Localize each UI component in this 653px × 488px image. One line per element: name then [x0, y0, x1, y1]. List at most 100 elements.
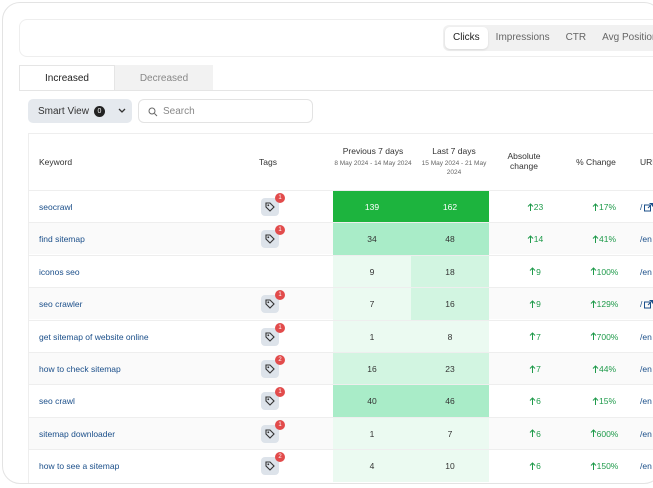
absolute-change: 6: [515, 385, 555, 417]
absolute-value: 14: [533, 234, 544, 245]
header-label: Last 7 days: [432, 146, 476, 156]
keyword[interactable]: seo crawler: [39, 299, 83, 310]
tag-icon: [265, 461, 275, 471]
tag-count: 1: [275, 419, 285, 430]
percent-change: 44%: [584, 353, 624, 385]
tag-count: 2: [275, 452, 285, 463]
up-arrow: [592, 235, 599, 243]
up-arrow: [529, 332, 536, 341]
url-text: /en: [640, 461, 652, 472]
header[interactable]: Keyword: [39, 157, 73, 167]
header[interactable]: % Change: [576, 157, 616, 167]
chevron: [118, 108, 126, 113]
tag-count: 2: [275, 355, 285, 365]
keyword[interactable]: how to check sitemap: [39, 364, 121, 374]
table-row: get sitemap of website online 1 1 8 7 700%/en: [29, 319, 653, 353]
tab[interactable]: Impressions: [495, 32, 550, 43]
tab[interactable]: Clicks: [445, 27, 488, 49]
header-range: 8 May 2024 - 14 May 2024: [334, 160, 412, 167]
header[interactable]: Last 7 days 15 May 2024 - 21 May 2024: [415, 146, 493, 177]
keyword[interactable]: get sitemap of website online: [39, 331, 149, 342]
tag-icon: [265, 364, 275, 374]
percent-value: 41%: [598, 234, 616, 245]
percent-change: 150%: [584, 450, 624, 482]
url-text: /en: [640, 364, 652, 374]
tag-button[interactable]: 2: [261, 355, 285, 378]
tab[interactable]: Avg Position: [602, 32, 653, 43]
table: Keyword Tags Previous 7 days 8 May 2024 -…: [28, 133, 653, 483]
percent-value: 700%: [596, 331, 619, 342]
absolute-value: 6: [536, 396, 541, 407]
divider: [19, 90, 653, 91]
percent-change: 41%: [584, 223, 624, 255]
tag-icon: [265, 234, 275, 245]
percent-change: 129%: [584, 288, 624, 320]
subtab[interactable]: Decreased: [115, 65, 213, 91]
up-arrow: [529, 299, 536, 308]
absolute-value: 9: [536, 299, 541, 310]
header-range: 15 May 2024 - 21 May 2024: [421, 160, 487, 176]
url[interactable]: /en: [640, 418, 652, 450]
header[interactable]: Tags: [259, 157, 277, 167]
percent-change: 17%: [584, 191, 624, 223]
percent-change: 15%: [584, 385, 624, 417]
url[interactable]: /en: [640, 353, 652, 385]
url[interactable]: /: [640, 191, 653, 223]
smart-view[interactable]: Smart View 0: [28, 99, 132, 123]
url[interactable]: /: [640, 288, 653, 320]
absolute-change: 7: [515, 353, 555, 385]
up-arrow: [592, 364, 599, 373]
count-cell: 40: [333, 385, 411, 418]
tag-button[interactable]: 2: [261, 452, 285, 476]
tag-icon: [265, 332, 275, 342]
count-cell: 23: [411, 353, 489, 385]
tag-button[interactable]: 1: [261, 290, 285, 314]
header[interactable]: URL: [640, 157, 653, 167]
smart-view-label: Smart View: [38, 105, 89, 117]
tag-count: 1: [275, 322, 285, 333]
tag-button[interactable]: 1: [261, 322, 285, 346]
url[interactable]: /en: [640, 450, 652, 482]
up-arrow: [529, 364, 536, 373]
tag-count: 1: [275, 387, 285, 398]
url[interactable]: /en: [640, 321, 652, 353]
subtab[interactable]: Increased: [19, 65, 115, 91]
keyword[interactable]: seo crawl: [39, 396, 75, 407]
percent-value: 600%: [596, 428, 619, 439]
up-arrow: [529, 429, 536, 438]
count-cell: 162: [411, 191, 489, 223]
percent-value: 129%: [596, 299, 619, 310]
tag-button[interactable]: 1: [261, 419, 285, 443]
url-text: /en: [640, 266, 652, 277]
tag-button[interactable]: 1: [261, 193, 285, 216]
url[interactable]: /en: [640, 256, 652, 288]
header[interactable]: Absolute change: [507, 151, 541, 171]
up-arrow: [527, 235, 534, 243]
count-cell: 7: [333, 288, 411, 321]
keyword[interactable]: sitemap downloader: [39, 428, 116, 439]
search-box[interactable]: Search: [138, 99, 313, 123]
url[interactable]: /en: [640, 223, 652, 255]
keyword[interactable]: find sitemap: [39, 234, 85, 245]
absolute-value: 6: [536, 428, 541, 439]
up-arrow: [529, 397, 536, 405]
up-arrow: [590, 461, 596, 470]
keyword[interactable]: iconos seo: [39, 266, 80, 277]
tab[interactable]: CTR: [565, 32, 587, 43]
table-row: seo crawl 1 40 46 6 15% /en: [29, 384, 653, 418]
absolute-change: 6: [515, 450, 555, 482]
table-row: seocrawl 1 139 162 23 17% /: [29, 190, 653, 223]
keyword[interactable]: how to see a sitemap: [39, 461, 120, 472]
percent-value: 100%: [596, 266, 619, 277]
up-arrow: [590, 332, 596, 341]
tag-button[interactable]: 1: [261, 387, 285, 411]
absolute-value: 23: [533, 202, 544, 212]
tag-button[interactable]: 1: [261, 225, 285, 249]
absolute-change: 23: [515, 191, 555, 223]
percent-change: 600%: [584, 418, 624, 450]
up-arrow: [590, 267, 596, 276]
tag-icon: [265, 299, 275, 309]
url[interactable]: /en: [640, 385, 652, 417]
keyword[interactable]: seocrawl: [39, 202, 73, 212]
header[interactable]: Previous 7 days 8 May 2024 - 14 May 2024: [334, 146, 412, 168]
